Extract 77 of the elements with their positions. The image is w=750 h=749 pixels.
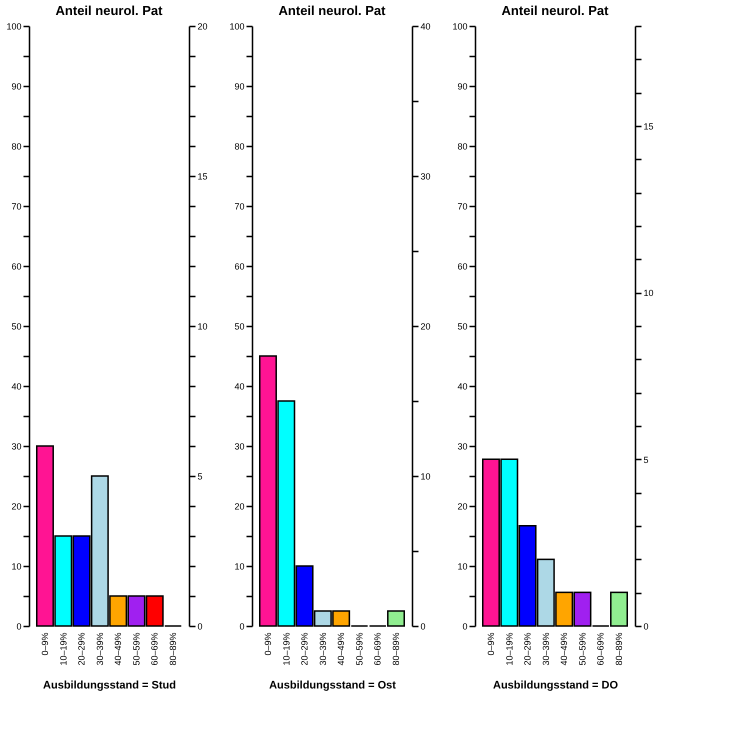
chart-title: Anteil neurol. Pat xyxy=(278,3,386,18)
y2-tick-label: 15 xyxy=(644,122,654,132)
y-tick-label: 80 xyxy=(457,142,468,152)
x-tick-label: 10–19% xyxy=(504,632,514,666)
y2-tick-label: 10 xyxy=(198,322,208,332)
x-axis-title: Ausbildungsstand = DO xyxy=(493,680,618,692)
x-tick-label: 20–29% xyxy=(300,632,310,666)
y-tick-label: 0 xyxy=(462,622,468,632)
chart-title: Anteil neurol. Pat xyxy=(56,3,164,18)
x-tick-label: 30–39% xyxy=(94,632,105,666)
y-tick-label: 70 xyxy=(457,202,468,212)
x-axis-title: Ausbildungsstand = Ost xyxy=(269,680,396,692)
x-tick-label: 80–89% xyxy=(391,632,402,666)
y2-tick-label: 20 xyxy=(198,22,208,32)
y-tick-label: 20 xyxy=(457,502,468,512)
x-tick-label: 40–49% xyxy=(336,632,346,666)
y-tick-label: 90 xyxy=(11,82,22,92)
y2-tick-label: 30 xyxy=(420,172,431,182)
x-tick-label: 30–39% xyxy=(318,632,328,666)
y-tick-label: 60 xyxy=(11,262,22,272)
y-tick-label: 100 xyxy=(452,22,468,32)
y-tick-label: 80 xyxy=(11,142,22,152)
y-tick-label: 70 xyxy=(11,202,22,212)
y-tick-label: 60 xyxy=(234,262,244,272)
y-tick-label: 10 xyxy=(234,562,244,572)
y2-tick-label: 0 xyxy=(420,622,426,632)
y-tick-label: 30 xyxy=(11,442,22,452)
y-tick-label: 40 xyxy=(11,382,22,392)
chart-title: Anteil neurol. Pat xyxy=(502,3,610,18)
y-tick-label: 50 xyxy=(457,322,468,332)
x-axis-title: Ausbildungsstand = Stud xyxy=(43,680,176,692)
y-tick-label: 90 xyxy=(234,82,244,92)
x-tick-label: 0–9% xyxy=(486,632,496,656)
x-tick-label: 10–19% xyxy=(58,632,68,666)
y2-tick-label: 0 xyxy=(198,622,203,632)
y-tick-label: 10 xyxy=(457,562,468,572)
y-tick-label: 40 xyxy=(234,382,244,392)
y-tick-label: 60 xyxy=(457,262,468,272)
y-tick-label: 20 xyxy=(234,502,244,512)
x-tick-label: 0–9% xyxy=(262,632,273,656)
y-tick-label: 30 xyxy=(234,442,244,452)
x-tick-label: 60–69% xyxy=(372,632,383,666)
y-tick-label: 0 xyxy=(16,622,22,632)
x-tick-label: 40–49% xyxy=(113,632,124,666)
y-tick-label: 100 xyxy=(6,22,22,32)
y2-tick-label: 10 xyxy=(420,472,431,482)
y-tick-label: 30 xyxy=(457,442,468,452)
y-tick-label: 50 xyxy=(11,322,22,332)
y2-tick-label: 5 xyxy=(198,472,203,482)
y2-tick-label: 5 xyxy=(644,454,649,465)
x-tick-label: 30–39% xyxy=(540,632,551,666)
y-tick-label: 70 xyxy=(234,202,244,212)
x-tick-label: 50–59% xyxy=(577,632,588,666)
x-tick-label: 50–59% xyxy=(354,632,364,666)
y2-tick-label: 10 xyxy=(644,288,654,298)
x-tick-label: 20–29% xyxy=(522,632,533,666)
y2-tick-label: 20 xyxy=(420,322,431,332)
x-tick-label: 50–59% xyxy=(131,632,142,666)
y-tick-label: 10 xyxy=(11,562,22,572)
y-tick-label: 80 xyxy=(234,142,244,152)
x-tick-label: 60–69% xyxy=(596,632,606,666)
y-tick-label: 100 xyxy=(229,22,244,32)
y-tick-label: 90 xyxy=(457,82,468,92)
x-tick-label: 60–69% xyxy=(150,632,160,666)
y2-tick-label: 15 xyxy=(198,172,208,182)
x-tick-label: 80–89% xyxy=(168,632,178,666)
y-tick-label: 40 xyxy=(457,382,468,392)
x-tick-label: 80–89% xyxy=(614,632,624,666)
y2-tick-label: 0 xyxy=(644,622,649,632)
y2-tick-label: 40 xyxy=(420,22,431,32)
x-tick-label: 20–29% xyxy=(76,632,87,666)
x-tick-label: 10–19% xyxy=(281,632,292,666)
x-tick-label: 40–49% xyxy=(559,632,570,666)
y-tick-label: 50 xyxy=(234,322,244,332)
x-tick-label: 0–9% xyxy=(40,632,50,656)
y-tick-label: 0 xyxy=(239,622,244,632)
y-tick-label: 20 xyxy=(11,502,22,512)
